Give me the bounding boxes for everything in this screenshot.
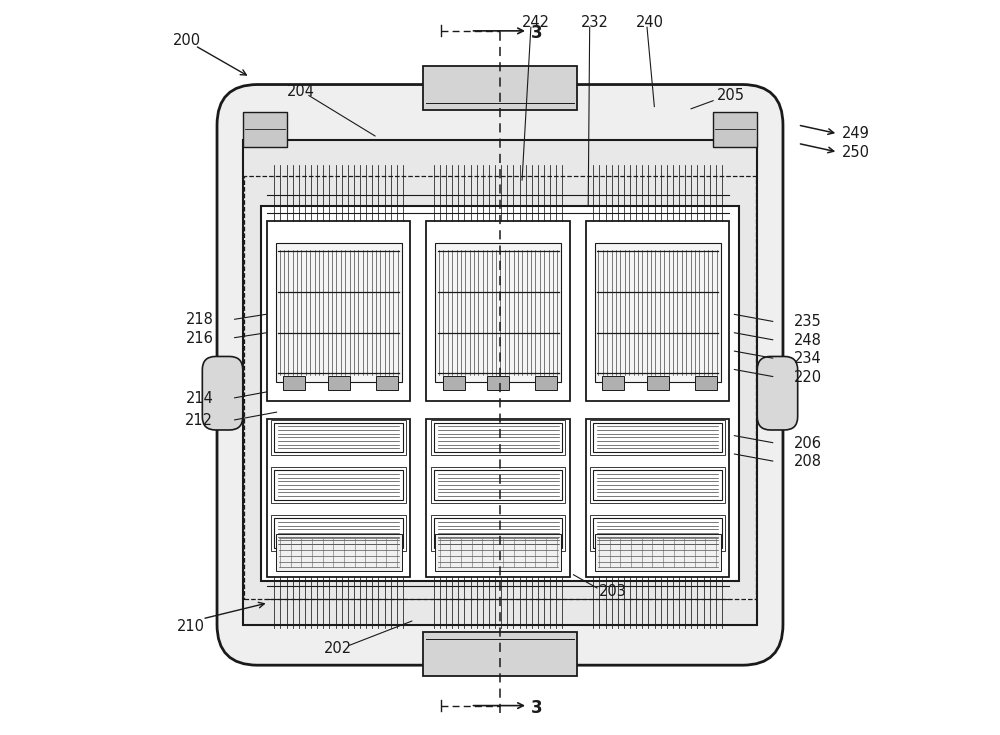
Text: 202: 202	[324, 641, 352, 656]
Bar	[593, 423, 722, 452]
Bar	[435, 243, 561, 382]
Text: 3: 3	[531, 699, 542, 717]
Bar	[713, 112, 757, 147]
Bar	[435, 534, 561, 571]
Bar	[244, 176, 756, 599]
Bar	[274, 518, 403, 548]
Bar	[328, 376, 350, 390]
Bar	[271, 420, 406, 455]
Bar	[434, 423, 562, 452]
Bar	[593, 518, 722, 548]
Text: 204: 204	[287, 85, 315, 99]
Text: 232: 232	[581, 15, 609, 29]
Text: 212: 212	[185, 413, 213, 428]
Bar	[595, 243, 720, 382]
Bar	[487, 376, 509, 390]
Text: 240: 240	[636, 15, 664, 29]
Bar	[590, 420, 725, 455]
Text: 220: 220	[794, 370, 822, 384]
Bar	[267, 419, 410, 577]
Bar	[271, 467, 406, 503]
Bar	[243, 140, 757, 625]
Bar	[431, 420, 565, 455]
Text: 248: 248	[794, 333, 822, 348]
Text: 205: 205	[717, 88, 745, 103]
Text: 218: 218	[185, 312, 213, 327]
Bar	[590, 515, 725, 551]
Bar	[274, 423, 403, 452]
Bar	[647, 376, 669, 390]
Text: 210: 210	[177, 619, 205, 634]
Text: 250: 250	[842, 145, 870, 159]
Text: 206: 206	[794, 436, 822, 451]
Bar	[426, 220, 570, 401]
Bar	[595, 534, 720, 571]
Text: 216: 216	[185, 331, 213, 345]
Bar	[243, 112, 287, 147]
Bar	[276, 534, 402, 571]
Text: 214: 214	[185, 391, 213, 406]
Text: 235: 235	[794, 315, 822, 329]
FancyBboxPatch shape	[202, 356, 243, 430]
Bar	[274, 470, 403, 500]
Text: 208: 208	[794, 454, 822, 469]
Bar	[443, 376, 465, 390]
Bar	[271, 515, 406, 551]
Bar	[535, 376, 557, 390]
Text: 234: 234	[794, 351, 822, 366]
Bar	[426, 419, 570, 577]
Bar	[593, 470, 722, 500]
Bar	[276, 243, 402, 382]
Text: 249: 249	[842, 126, 870, 141]
Bar	[376, 376, 398, 390]
Bar	[586, 220, 729, 401]
Bar	[423, 66, 577, 110]
FancyBboxPatch shape	[217, 85, 783, 665]
Bar	[431, 515, 565, 551]
Bar	[431, 467, 565, 503]
Text: 200: 200	[173, 33, 201, 48]
Bar	[434, 518, 562, 548]
Bar	[267, 220, 410, 401]
Text: 242: 242	[522, 15, 550, 29]
Text: 203: 203	[599, 584, 627, 599]
Bar	[261, 206, 739, 581]
Text: 3: 3	[531, 24, 542, 42]
Bar	[695, 376, 717, 390]
Bar	[586, 419, 729, 577]
Bar	[602, 376, 624, 390]
Bar	[590, 467, 725, 503]
FancyBboxPatch shape	[757, 356, 798, 430]
Bar	[434, 470, 562, 500]
Bar	[423, 632, 577, 676]
Bar	[283, 376, 305, 390]
